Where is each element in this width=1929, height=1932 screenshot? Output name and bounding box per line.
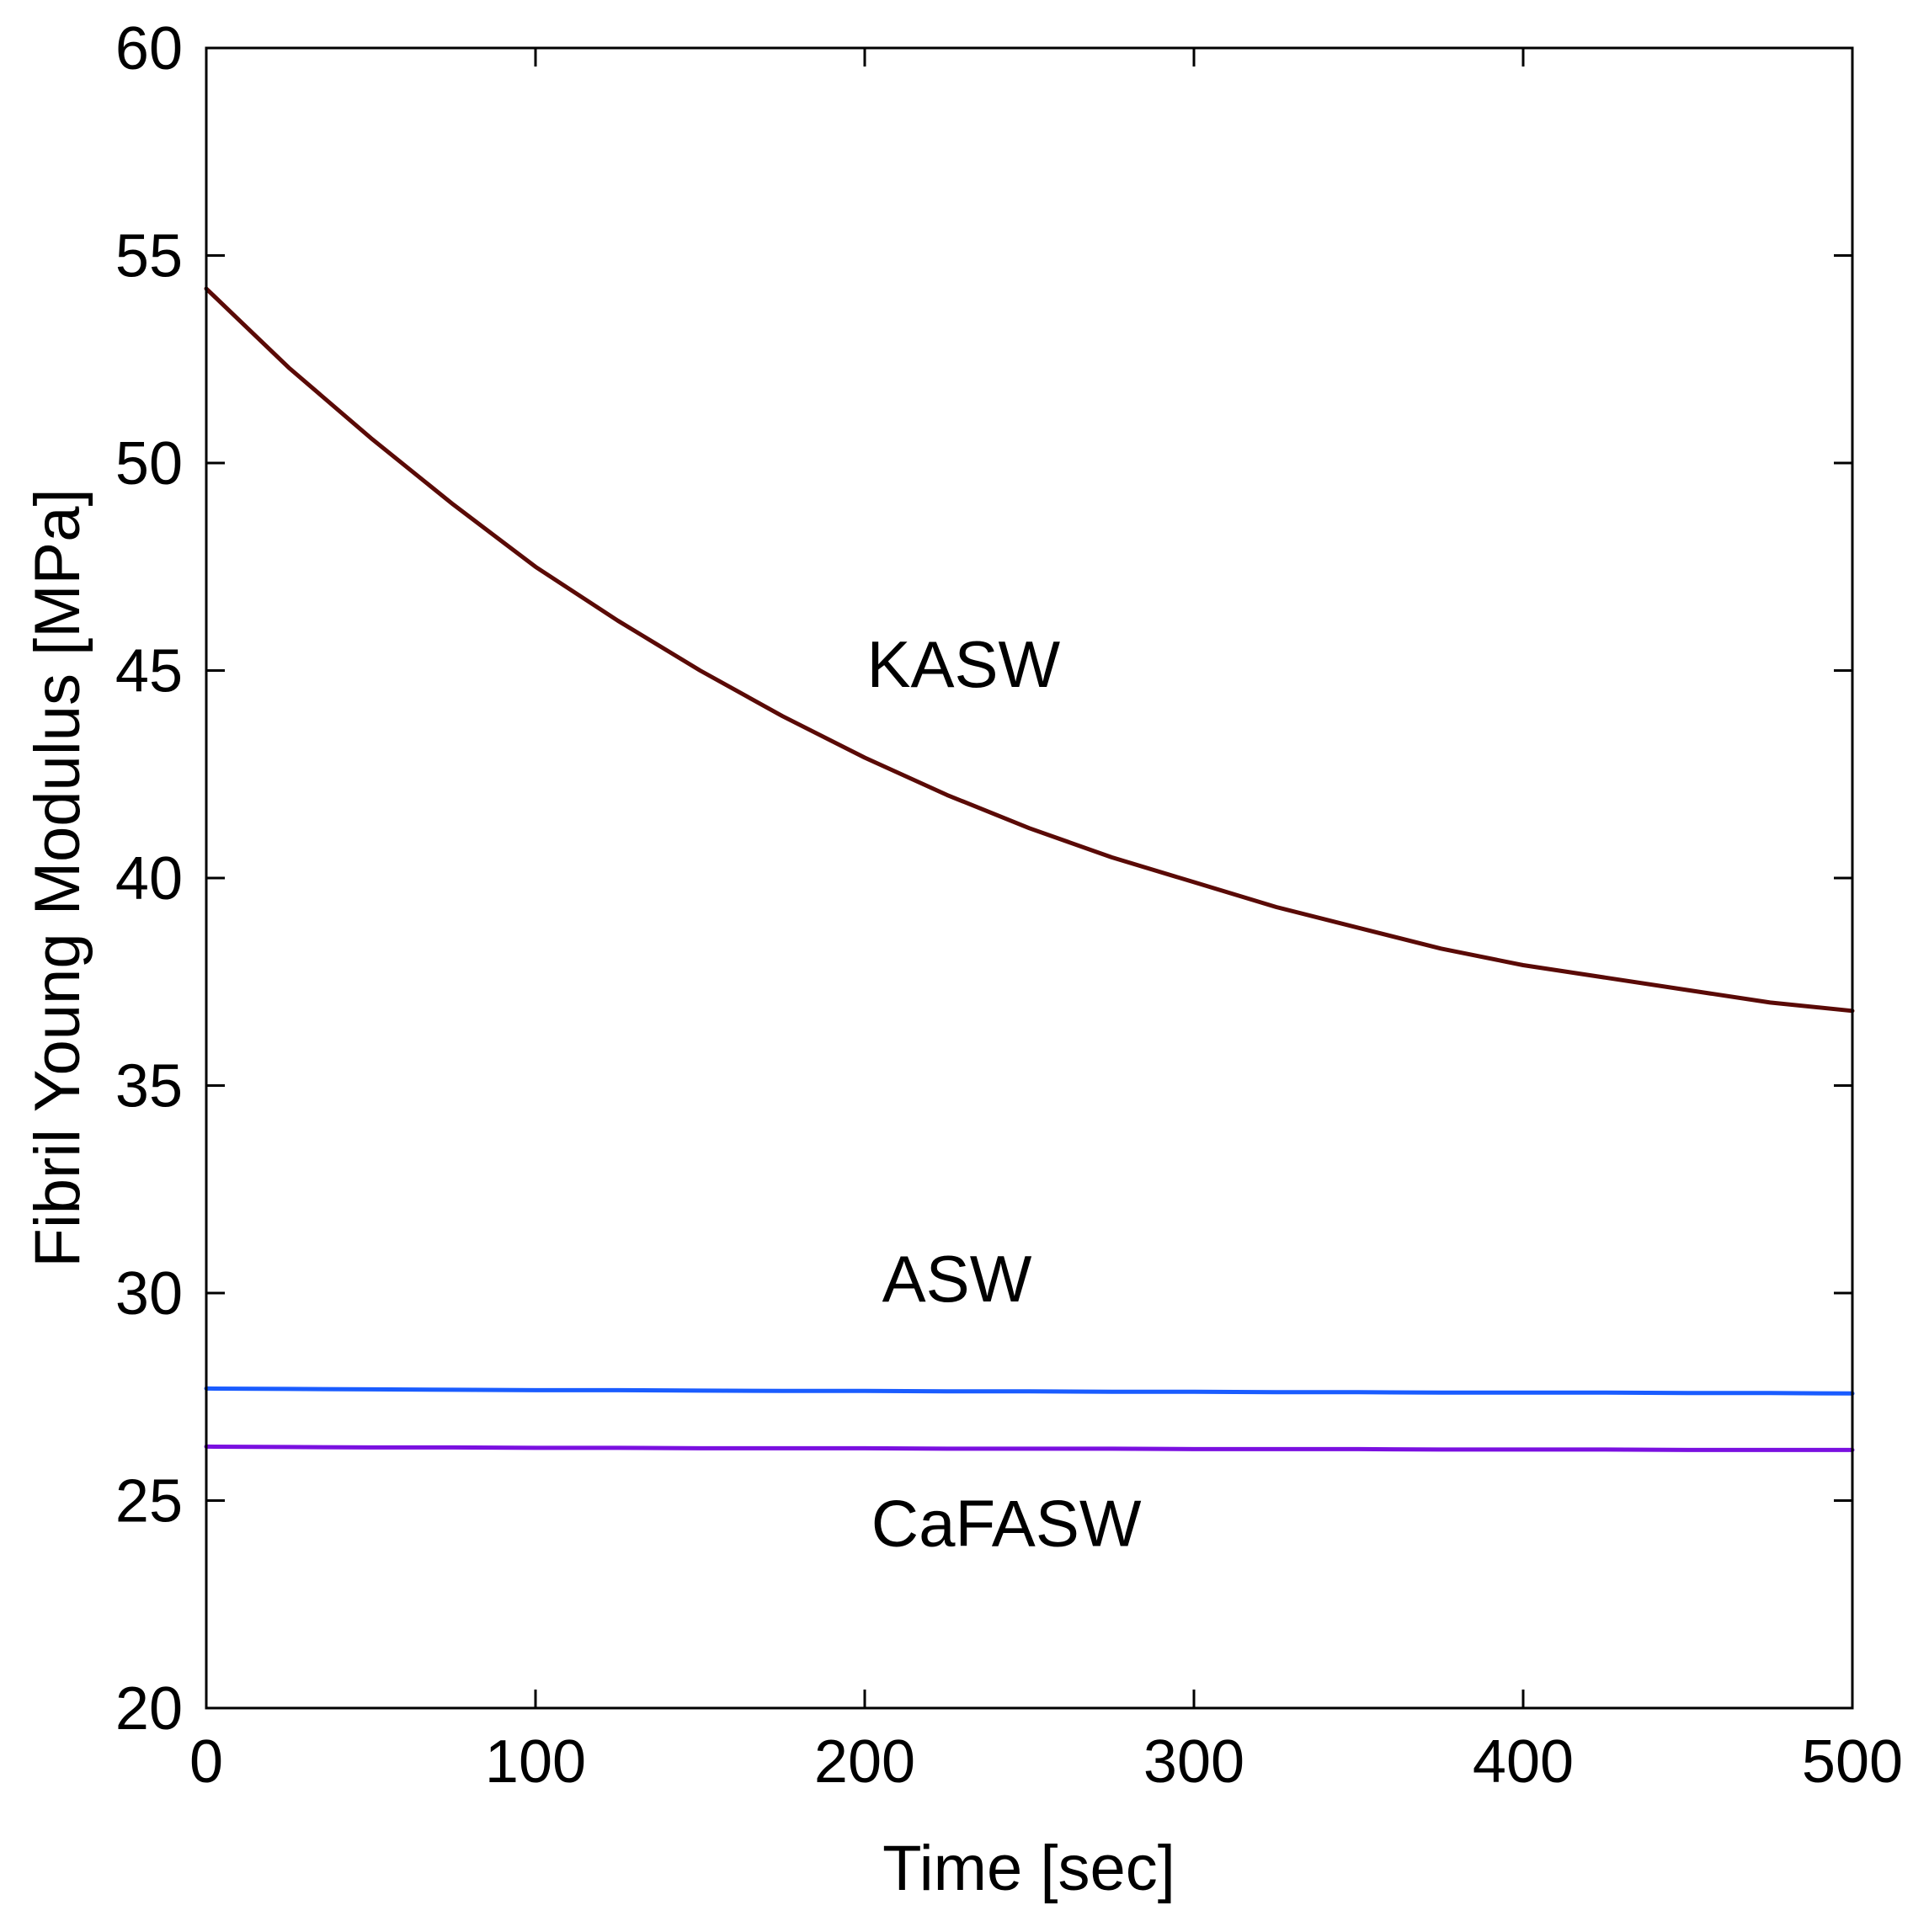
y-tick-label: 60 [115, 15, 183, 82]
x-tick-label: 100 [485, 1728, 586, 1796]
x-tick-label: 400 [1473, 1728, 1574, 1796]
y-tick-label: 25 [115, 1468, 183, 1535]
x-tick-label: 200 [814, 1728, 915, 1796]
annotation-kasw: KASW [866, 627, 1060, 701]
x-tick-label: 500 [1802, 1728, 1903, 1796]
series-line-kasw [204, 286, 1855, 1014]
x-tick-label: 300 [1143, 1728, 1244, 1796]
y-tick-label: 55 [115, 223, 183, 290]
annotation-layer: KASW ASW CaFASW [866, 627, 1141, 1561]
x-tick-label: 0 [189, 1728, 223, 1796]
series-line-asw [204, 1386, 1855, 1396]
series-line-cafasw [204, 1444, 1855, 1452]
y-tick-label: 50 [115, 430, 183, 498]
y-axis-title: Fibril Young Modulus [MPa] [22, 488, 93, 1267]
annotation-asw: ASW [882, 1242, 1032, 1316]
y-tick-label: 20 [115, 1675, 183, 1743]
y-tick-label: 30 [115, 1260, 183, 1328]
annotation-cafasw: CaFASW [871, 1487, 1142, 1561]
series-layer [204, 286, 1855, 1452]
y-tick-label: 35 [115, 1053, 183, 1120]
x-axis-title: Time [sec] [882, 1833, 1175, 1904]
plot-frame [205, 46, 1854, 1710]
y-tick-label: 45 [115, 638, 183, 705]
tick-label-layer: 0 100 200 300 400 500 20 25 30 35 40 45 50 55 60 [115, 15, 1903, 1796]
y-tick-label: 40 [115, 845, 183, 913]
